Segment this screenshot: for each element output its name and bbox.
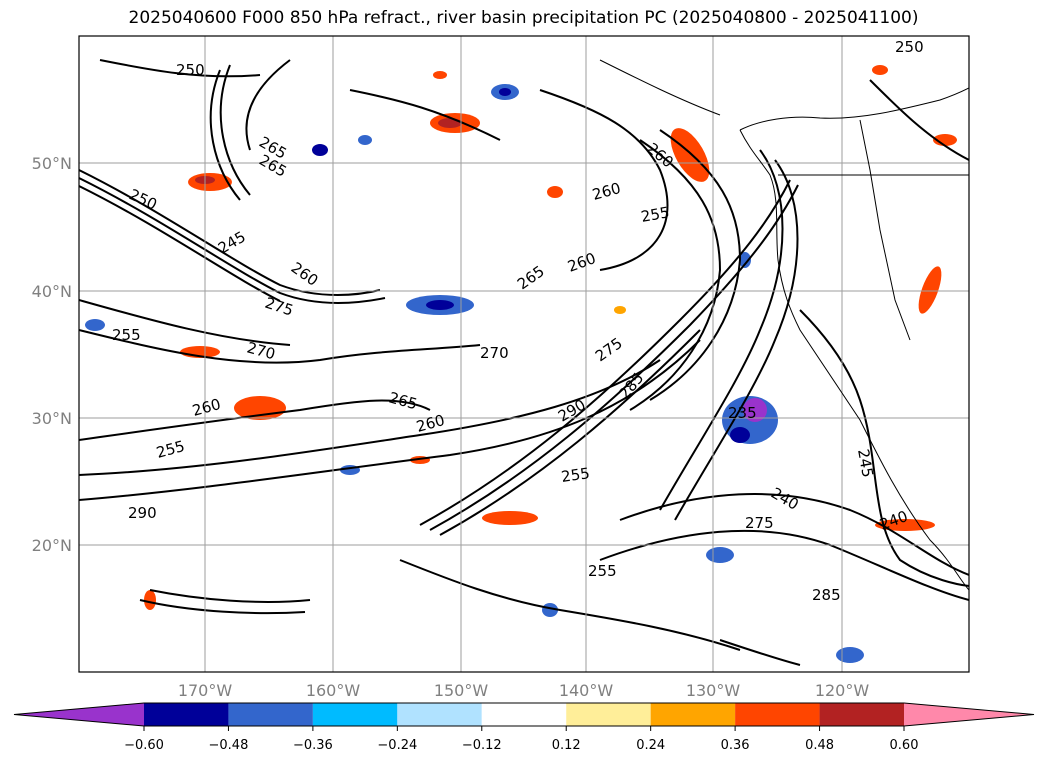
colorbar-tick-label: −0.60: [124, 738, 164, 753]
colorbar-segment: [650, 703, 736, 726]
colorbar-segment: [735, 703, 820, 726]
gridlines: [79, 36, 969, 672]
colorbar-tick-label: −0.48: [209, 738, 249, 753]
colorbar-segment: [819, 703, 904, 726]
colorbar-segment: [397, 703, 482, 726]
colorbar-tick-label: 0.24: [636, 738, 665, 753]
latitude-labels: 50°N 40°N 30°N 20°N: [32, 154, 72, 555]
contour-label: 255: [588, 562, 617, 580]
colorbar-tick-label: −0.12: [462, 738, 502, 753]
colorbar-segment: [312, 703, 398, 726]
coastline: [599, 59, 969, 591]
colorbar-ticks: −0.60 −0.48 −0.36 −0.24 −0.12 0.12 0.24 0.36 0.4…: [124, 726, 918, 753]
map-title: 2025040600 F000 850 hPa refract., river …: [128, 8, 919, 28]
lon-label: 140°W: [559, 681, 614, 700]
contour-label: 255: [112, 326, 141, 344]
colorbar-tick-label: 0.12: [552, 738, 581, 753]
colorbar-segment: [14, 703, 144, 726]
precipitation-shading: [85, 65, 957, 663]
contour-label: 250: [176, 61, 205, 79]
longitude-labels: 170°W 160°W 150°W 140°W 130°W 120°W: [178, 681, 870, 700]
lat-label: 30°N: [32, 409, 72, 428]
colorbar-tick-label: 0.48: [805, 738, 834, 753]
colorbar-tick-label: 0.36: [721, 738, 750, 753]
colorbar-segment: [144, 703, 229, 726]
colorbar-tick-label: −0.24: [377, 738, 417, 753]
colorbar-segments: [13, 702, 1035, 727]
contour-label: 245: [854, 448, 877, 479]
lon-label: 150°W: [434, 681, 489, 700]
colorbar: −0.60 −0.48 −0.36 −0.24 −0.12 0.12 0.24 0.36 0.4…: [13, 702, 1035, 753]
contour-label: 270: [480, 344, 509, 362]
contour-label: 255: [560, 464, 591, 486]
lat-label: 50°N: [32, 154, 72, 173]
lat-label: 40°N: [32, 282, 72, 301]
lon-label: 160°W: [306, 681, 361, 700]
contour-label: 275: [745, 514, 774, 532]
lat-label: 20°N: [32, 536, 72, 555]
lon-label: 130°W: [686, 681, 741, 700]
colorbar-segment: [566, 703, 651, 726]
colorbar-segment: [904, 703, 1034, 726]
colorbar-tick-label: −0.36: [293, 738, 333, 753]
lon-label: 170°W: [178, 681, 233, 700]
plot-frame: [78, 35, 970, 673]
contour-label: 285: [812, 586, 841, 604]
colorbar-segment: [481, 703, 567, 726]
contour-label: 235: [728, 404, 757, 422]
plot-area: [79, 36, 969, 672]
colorbar-segment: [228, 703, 313, 726]
contour-label: 255: [640, 203, 671, 226]
contour-label: 250: [895, 38, 924, 56]
colorbar-tick-label: 0.60: [890, 738, 919, 753]
refractivity-contours: [79, 59, 969, 666]
contour-label: 290: [128, 504, 157, 522]
lon-label: 120°W: [815, 681, 870, 700]
